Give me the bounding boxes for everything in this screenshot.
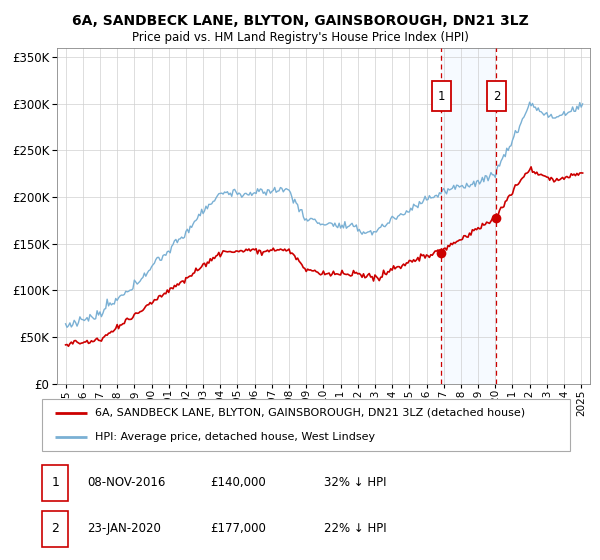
Text: Price paid vs. HM Land Registry's House Price Index (HPI): Price paid vs. HM Land Registry's House … bbox=[131, 31, 469, 44]
Text: 2: 2 bbox=[493, 90, 500, 102]
Text: 2: 2 bbox=[51, 521, 59, 535]
Bar bbox=[487, 81, 506, 111]
Text: £177,000: £177,000 bbox=[210, 521, 266, 535]
Text: 23-JAN-2020: 23-JAN-2020 bbox=[87, 521, 161, 535]
Text: £140,000: £140,000 bbox=[210, 475, 266, 489]
Bar bbox=[432, 81, 451, 111]
Text: 6A, SANDBECK LANE, BLYTON, GAINSBOROUGH, DN21 3LZ: 6A, SANDBECK LANE, BLYTON, GAINSBOROUGH,… bbox=[71, 14, 529, 28]
Bar bbox=[442, 48, 496, 384]
Text: 6A, SANDBECK LANE, BLYTON, GAINSBOROUGH, DN21 3LZ (detached house): 6A, SANDBECK LANE, BLYTON, GAINSBOROUGH,… bbox=[95, 408, 525, 418]
Text: HPI: Average price, detached house, West Lindsey: HPI: Average price, detached house, West… bbox=[95, 432, 375, 442]
Text: 22% ↓ HPI: 22% ↓ HPI bbox=[324, 521, 386, 535]
Text: 1: 1 bbox=[437, 90, 445, 102]
Text: 32% ↓ HPI: 32% ↓ HPI bbox=[324, 475, 386, 489]
Text: 08-NOV-2016: 08-NOV-2016 bbox=[87, 475, 166, 489]
Text: 1: 1 bbox=[51, 475, 59, 489]
